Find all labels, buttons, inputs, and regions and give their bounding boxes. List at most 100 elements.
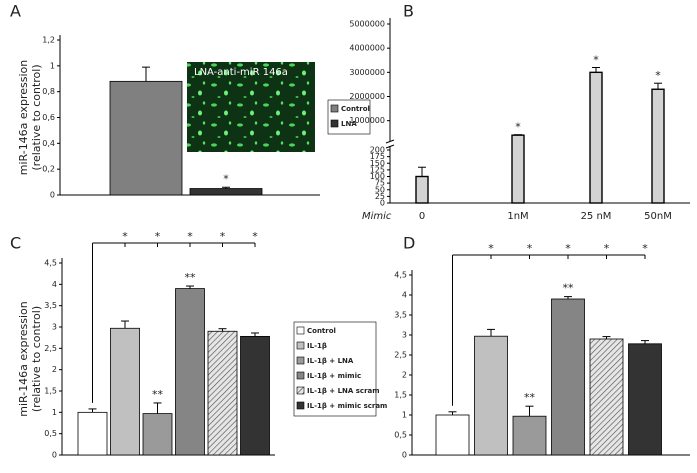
bar — [77, 411, 108, 456]
legend-label: Control — [307, 327, 336, 335]
significance-mark: ** — [185, 271, 197, 284]
y-tick-label: 1,2 — [42, 36, 55, 45]
y-tick-label: 150 — [370, 159, 385, 168]
y-tick-label: 5000000 — [349, 20, 385, 29]
bar — [651, 88, 665, 204]
legend-swatch — [330, 119, 339, 128]
x-tick-label: 50nM — [644, 211, 672, 222]
panel-label: B — [403, 2, 414, 21]
legend-label: Control — [341, 105, 370, 113]
y-tick-label: 4 — [52, 280, 57, 289]
bar — [109, 80, 183, 196]
significance-mark: * — [488, 242, 494, 255]
y-tick-label: 50 — [375, 185, 385, 194]
legend-label: IL-1β + LNA scram — [307, 387, 380, 395]
y-tick-label: 0 — [50, 191, 55, 200]
y-tick-label: 3000000 — [349, 68, 385, 77]
y-tick-label: 3,5 — [44, 301, 57, 310]
x-axis-label: Mimic — [362, 211, 392, 222]
panel-label: A — [10, 2, 21, 21]
panel-label: D — [403, 234, 415, 253]
y-tick-label: 4000000 — [349, 44, 385, 53]
significance-mark: * — [593, 54, 599, 67]
y-tick-label: 1000000 — [349, 116, 385, 125]
y-tick-label: 100 — [370, 172, 385, 181]
y-tick-label: 0,6 — [42, 113, 55, 122]
y-tick-label: 200 — [370, 146, 385, 155]
y-tick-label: 0,4 — [42, 139, 55, 148]
y-tick-label: 2,5 — [394, 351, 407, 360]
legend-swatch — [296, 386, 305, 395]
bar — [142, 413, 173, 456]
bar — [240, 335, 270, 456]
x-tick-label: 1nM — [507, 211, 528, 222]
x-tick-label: 25 nM — [581, 211, 612, 222]
y-tick-label: 1 — [52, 408, 57, 417]
legend — [293, 321, 377, 417]
y-tick-label: 25 — [375, 192, 385, 201]
significance-mark: * — [187, 230, 193, 243]
significance-mark: ** — [524, 391, 536, 404]
y-tick-label: 0 — [52, 451, 57, 460]
significance-mark: * — [515, 121, 521, 134]
bar — [435, 414, 470, 456]
significance-mark: ** — [152, 388, 164, 401]
bar — [207, 330, 238, 456]
bar — [589, 338, 624, 456]
significance-mark: * — [223, 172, 229, 185]
significance-mark: * — [527, 242, 533, 255]
y-tick-label: 0 — [402, 451, 407, 460]
legend-swatch — [296, 371, 305, 380]
legend-label: LNA — [341, 120, 357, 128]
legend-label: IL-1β + mimic scram — [307, 402, 387, 410]
significance-mark: * — [642, 242, 648, 255]
bar — [189, 188, 263, 196]
legend-swatch — [296, 401, 305, 410]
y-tick-label: 2,5 — [44, 344, 57, 353]
y-axis-label: miR-146a expression — [17, 60, 30, 176]
significance-mark: * — [604, 242, 610, 255]
y-tick-label: 175 — [370, 152, 385, 161]
significance-mark: * — [220, 230, 226, 243]
y-tick-label: 4,5 — [394, 271, 407, 280]
y-axis-label: (relative to control) — [30, 306, 43, 412]
significance-mark: * — [155, 230, 161, 243]
significance-mark: ** — [563, 282, 575, 295]
legend-swatch — [330, 104, 339, 113]
bar — [474, 335, 508, 456]
y-tick-label: 75 — [375, 179, 385, 188]
legend-swatch — [296, 326, 305, 335]
y-tick-label: 2 — [402, 371, 407, 380]
axis-break — [385, 139, 395, 144]
y-tick-label: 125 — [370, 165, 385, 174]
legend-label: IL-1β + LNA — [307, 357, 354, 365]
legend-swatch — [296, 356, 305, 365]
y-tick-label: 4,5 — [44, 259, 57, 268]
y-tick-label: 1 — [402, 411, 407, 420]
y-tick-label: 2 — [52, 365, 57, 374]
y-tick-label: 3 — [402, 331, 407, 340]
y-axis-label: (relative to control) — [30, 64, 43, 170]
y-tick-label: 0 — [380, 199, 385, 208]
y-tick-label: 1 — [50, 61, 55, 70]
bar — [551, 298, 585, 456]
legend-swatch — [296, 341, 305, 350]
legend-label: IL-1β — [307, 342, 327, 350]
significance-mark: * — [565, 242, 571, 255]
bar — [628, 343, 662, 456]
legend — [327, 99, 371, 135]
y-tick-label: 0,5 — [394, 431, 407, 440]
significance-mark: * — [655, 69, 661, 82]
y-tick-label: 0,8 — [42, 87, 55, 96]
inset-label: LNA-anti-miR 146a — [194, 67, 288, 78]
y-tick-label: 3,5 — [394, 311, 407, 320]
legend-label: IL-1β + mimic — [307, 372, 361, 380]
y-tick-label: 3 — [52, 323, 57, 332]
bar — [589, 71, 603, 204]
panel-label: C — [10, 234, 21, 253]
significance-mark: * — [122, 230, 128, 243]
y-tick-label: 0,2 — [42, 165, 55, 174]
bar — [175, 288, 205, 456]
axis-break — [385, 144, 395, 149]
